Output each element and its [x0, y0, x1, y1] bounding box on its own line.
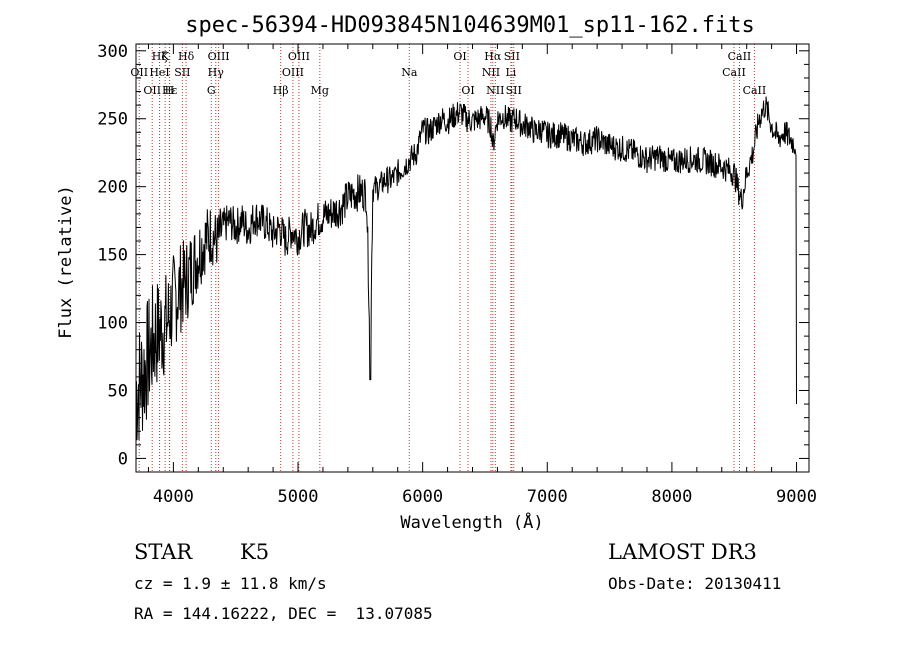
marker-label: OIII: [282, 66, 304, 79]
y-tick-label: 250: [97, 110, 128, 130]
x-tick-label: 7000: [527, 487, 568, 507]
x-axis-label: Wavelength (Å): [400, 511, 543, 533]
marker-label: CaII: [728, 50, 752, 63]
marker-label: OIII: [208, 50, 230, 63]
x-tick-label: 4000: [153, 487, 194, 507]
marker-label: Hε: [162, 84, 178, 97]
marker-label: Li: [505, 66, 516, 79]
plot-frame: [135, 43, 810, 473]
marker-label: CaII: [722, 66, 746, 79]
marker-label: K: [161, 50, 170, 63]
y-tick-label: 50: [108, 381, 128, 401]
chart-title: spec-56394-HD093845N104639M01_sp11-162.f…: [185, 13, 755, 38]
marker-label: Mg: [311, 84, 329, 97]
marker-label: Hβ: [273, 84, 289, 97]
x-tick-label: 9000: [776, 487, 817, 507]
marker-label: SII: [506, 84, 522, 97]
marker-label: HeI: [149, 66, 169, 79]
marker-label: Hγ: [208, 66, 225, 79]
marker-label: Hα: [484, 50, 502, 63]
redshift-value: cz = 1.9 ± 11.8 km/s: [134, 574, 327, 593]
object-class: STAR: [134, 540, 193, 564]
spectrum-line: [135, 96, 797, 441]
marker-label: NII: [486, 84, 504, 97]
marker-label: OII: [130, 66, 148, 79]
marker-label: OI: [453, 50, 466, 63]
survey-name: LAMOST DR3: [608, 540, 757, 564]
x-tick-label: 5000: [278, 487, 319, 507]
y-axis-label: Flux (relative): [56, 185, 76, 339]
y-tick-label: 0: [118, 449, 128, 469]
y-tick-label: 100: [97, 314, 128, 334]
object-subclass: K5: [240, 540, 270, 564]
x-axis: 4000 5000 6000 7000 8000 9000: [147, 44, 817, 507]
y-tick-label: 150: [97, 246, 128, 266]
marker-label: Na: [401, 66, 418, 79]
y-tick-label: 300: [97, 42, 128, 62]
marker-label: OII: [143, 84, 161, 97]
marker-label: OI: [461, 84, 474, 97]
marker-label: G: [207, 84, 216, 97]
marker-label: H: [165, 84, 175, 97]
obs-date: Obs-Date: 20130411: [608, 574, 782, 593]
coordinates: RA = 144.16222, DEC = 13.07085: [134, 604, 433, 623]
marker-label: Hδ: [178, 50, 195, 63]
x-tick-label: 6000: [402, 487, 443, 507]
marker-label: SII: [174, 66, 190, 79]
line-markers: OIIOIIHζHeIKHεHSIIHδGHγOIIIHβOIIIOIIIMgN…: [130, 44, 766, 472]
marker-label: NII: [482, 66, 500, 79]
y-axis: 0 50 100 150 200 250 300: [97, 42, 809, 469]
spectrum-series: [135, 96, 797, 441]
marker-label: CaII: [743, 84, 767, 97]
marker-label: SII: [504, 50, 520, 63]
marker-label: OIII: [288, 50, 310, 63]
y-tick-label: 200: [97, 178, 128, 198]
x-tick-label: 8000: [651, 487, 692, 507]
